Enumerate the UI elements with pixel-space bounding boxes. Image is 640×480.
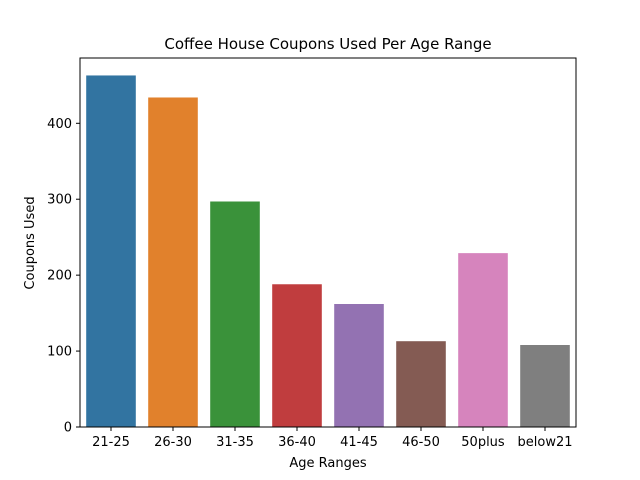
x-tick-label: 50plus [461, 435, 505, 450]
x-axis-title: Age Ranges [289, 456, 366, 471]
bars-group [86, 75, 570, 428]
y-tick-label: 100 [47, 345, 72, 360]
x-tick-label: 31-35 [216, 435, 254, 450]
x-tick-label: below21 [518, 435, 573, 450]
bar-36-40 [272, 284, 322, 427]
y-tick-label: 300 [47, 193, 72, 208]
bar-31-35 [210, 201, 260, 427]
bar-21-25 [86, 75, 136, 428]
plot-frame [79, 57, 577, 428]
x-tick-label: 36-40 [278, 435, 316, 450]
x-tick-label: 46-50 [402, 435, 440, 450]
x-axis-ticks: 21-25 26-30 31-35 36-40 41-45 46-50 50plus belo… [92, 427, 573, 450]
x-tick-label: 41-45 [340, 435, 378, 450]
y-tick-label: 0 [64, 421, 72, 436]
x-tick-label: 26-30 [154, 435, 192, 450]
y-axis-ticks: 0 100 200 300 400 [47, 117, 80, 436]
bar-26-30 [148, 97, 198, 428]
bar-below21 [520, 345, 570, 427]
y-tick-label: 400 [47, 117, 72, 132]
chart-title: Coffee House Coupons Used Per Age Range [164, 35, 491, 53]
bar-50plus [458, 253, 508, 427]
bar-46-50 [396, 341, 446, 427]
x-tick-label: 21-25 [92, 435, 130, 450]
y-tick-label: 200 [47, 269, 72, 284]
bar-41-45 [334, 304, 384, 427]
y-axis-title: Coupons Used [23, 196, 38, 289]
